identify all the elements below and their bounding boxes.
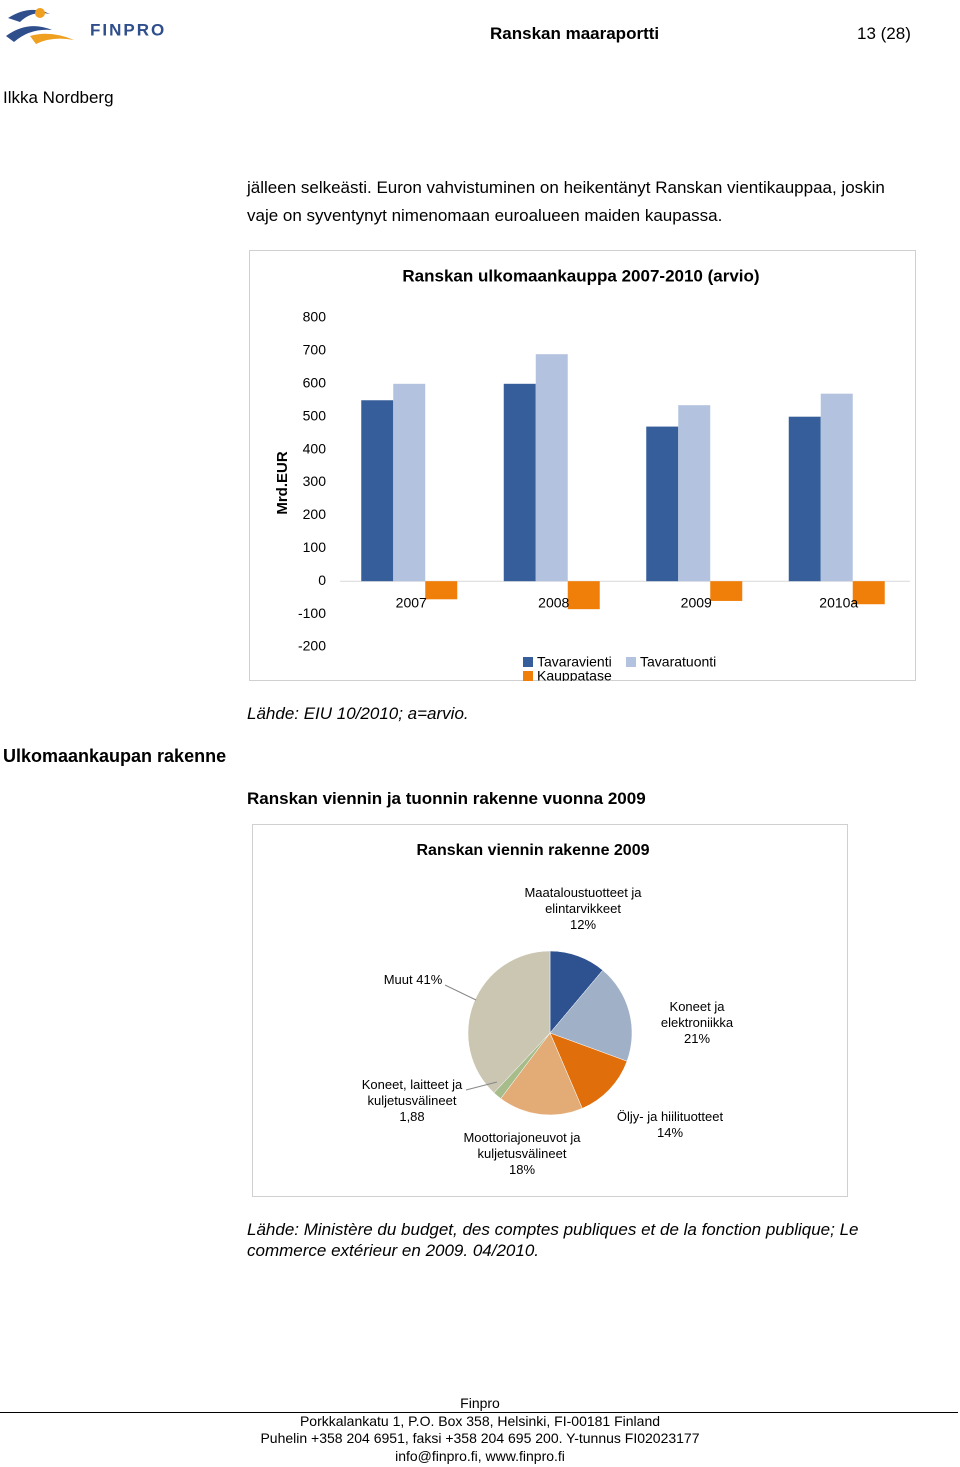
- source: Lähde: EIU 10/2010; a=arvio.: [247, 704, 469, 723]
- pie-label: Muut 41%: [368, 972, 458, 988]
- pie-label-name: Muut: [383, 972, 413, 987]
- footer-line: info@finpro.fi, www.finpro.fi: [395, 1447, 565, 1464]
- y-tick-label: 0: [318, 572, 326, 588]
- y-axis-label: Mrd.EUR: [274, 451, 291, 515]
- footer-line: Puhelin +358 204 6951, faksi +358 204 69…: [260, 1430, 700, 1446]
- y-tick-label: 800: [303, 309, 327, 325]
- source: Lähde: Ministère du budget, des comptes …: [247, 1220, 859, 1239]
- y-tick-label: 100: [303, 539, 327, 555]
- pie-label-name: Moottoriajoneuvot ja kuljetusvälineet: [463, 1130, 581, 1161]
- bar: [678, 405, 711, 582]
- doc-title: Ranskan maaraportti: [490, 24, 660, 43]
- footer: Finpro Porkkalankatu 1, P.O. Box 358, Hel…: [0, 1395, 960, 1465]
- subheading: Ranskan viennin ja tuonnin rakenne vuonn…: [247, 789, 646, 808]
- y-tick-label: 500: [303, 407, 327, 423]
- bar: [567, 581, 600, 610]
- bar: [425, 581, 458, 600]
- y-tick-label: -200: [298, 638, 326, 654]
- legend-label: Kauppatase: [537, 668, 612, 684]
- pie-label-name: Maataloustuotteet ja elintarvikkeet: [524, 885, 642, 916]
- source: commerce extérieur en 2009. 04/2010.: [247, 1241, 540, 1260]
- pie-label-name: Koneet ja elektroniikka: [660, 999, 734, 1030]
- bar: [393, 383, 426, 582]
- pie-label-name: Koneet, laitteet ja kuljetusvälineet: [361, 1077, 463, 1108]
- y-tick-label: 700: [303, 342, 327, 358]
- pie-label: Maataloustuotteet ja elintarvikkeet 12%: [518, 885, 648, 933]
- pie-value-label: 12%: [569, 917, 597, 932]
- pie-slice: [549, 1032, 628, 1109]
- pie-slice: [549, 969, 633, 1062]
- legend-swatch: [523, 657, 533, 667]
- footer-line: Finpro: [460, 1395, 500, 1411]
- bar: [361, 400, 394, 582]
- pie-value-label: 21%: [683, 1031, 711, 1046]
- pie-label-name: Öljy- ja hiilituotteet: [616, 1109, 724, 1124]
- legend-label: Tavaratuonti: [640, 654, 716, 670]
- logo-text: FINPRO: [90, 20, 166, 39]
- bar: [646, 426, 679, 582]
- bar: [788, 416, 821, 582]
- pie-value-label: 18%: [508, 1162, 536, 1177]
- y-tick-label: -100: [298, 605, 326, 621]
- pie-value-label: 41%: [416, 972, 443, 987]
- leader-line: [444, 984, 477, 1001]
- y-tick-label: 600: [303, 375, 327, 391]
- legend-swatch: [626, 657, 636, 667]
- chart-title: Ranskan ulkomaankauppa 2007-2010 (arvio): [402, 266, 759, 285]
- y-tick-label: 300: [303, 473, 327, 489]
- pie-label: Öljy- ja hiilituotteet 14%: [600, 1109, 740, 1141]
- y-tick-label: 400: [303, 440, 327, 456]
- pie-value-label: 14%: [656, 1125, 684, 1140]
- leader-line: [465, 1081, 498, 1091]
- bar: [503, 383, 536, 582]
- author: Ilkka Nordberg: [3, 88, 114, 107]
- x-tick-label: 2007: [396, 595, 427, 611]
- bar: [852, 581, 885, 605]
- pie-label: Moottoriajoneuvot ja kuljetusvälineet 18%: [457, 1130, 587, 1178]
- legend-label: Tavaravienti: [537, 654, 612, 670]
- pie-slice: [500, 1032, 583, 1116]
- pie-value-label: 1,88: [399, 1109, 425, 1124]
- logo: FINPRO: [6, 8, 166, 44]
- chart-title: Ranskan viennin rakenne 2009: [417, 842, 650, 859]
- pie-label: Koneet ja elektroniikka 21%: [647, 999, 747, 1047]
- x-tick-label: 2010a: [819, 595, 858, 611]
- section-heading: Ulkomaankaupan rakenne: [3, 746, 227, 766]
- legend-swatch: [523, 671, 533, 681]
- y-tick-label: 200: [303, 506, 327, 522]
- page-number: 13 (28): [857, 24, 911, 43]
- pie-chart: Ranskan viennin rakenne 2009: [417, 842, 650, 1116]
- bar-chart: Ranskan ulkomaankauppa 2007-2010 (arvio)…: [274, 266, 910, 684]
- bar: [710, 581, 743, 601]
- pie-slice: [467, 950, 551, 1094]
- pie-label: Koneet, laitteet ja kuljetusvälineet 1,88: [347, 1077, 477, 1125]
- paragraph-line: jälleen selkeästi. Euron vahvistuminen o…: [247, 178, 885, 197]
- bar: [535, 354, 568, 582]
- footer-line: Porkkalankatu 1, P.O. Box 358, Helsinki,…: [299, 1412, 661, 1429]
- x-tick-label: 2009: [681, 595, 712, 611]
- paragraph-line: vaje on syventynyt nimenomaan euroalueen…: [247, 206, 723, 225]
- bar: [820, 393, 853, 582]
- x-tick-label: 2008: [538, 595, 569, 611]
